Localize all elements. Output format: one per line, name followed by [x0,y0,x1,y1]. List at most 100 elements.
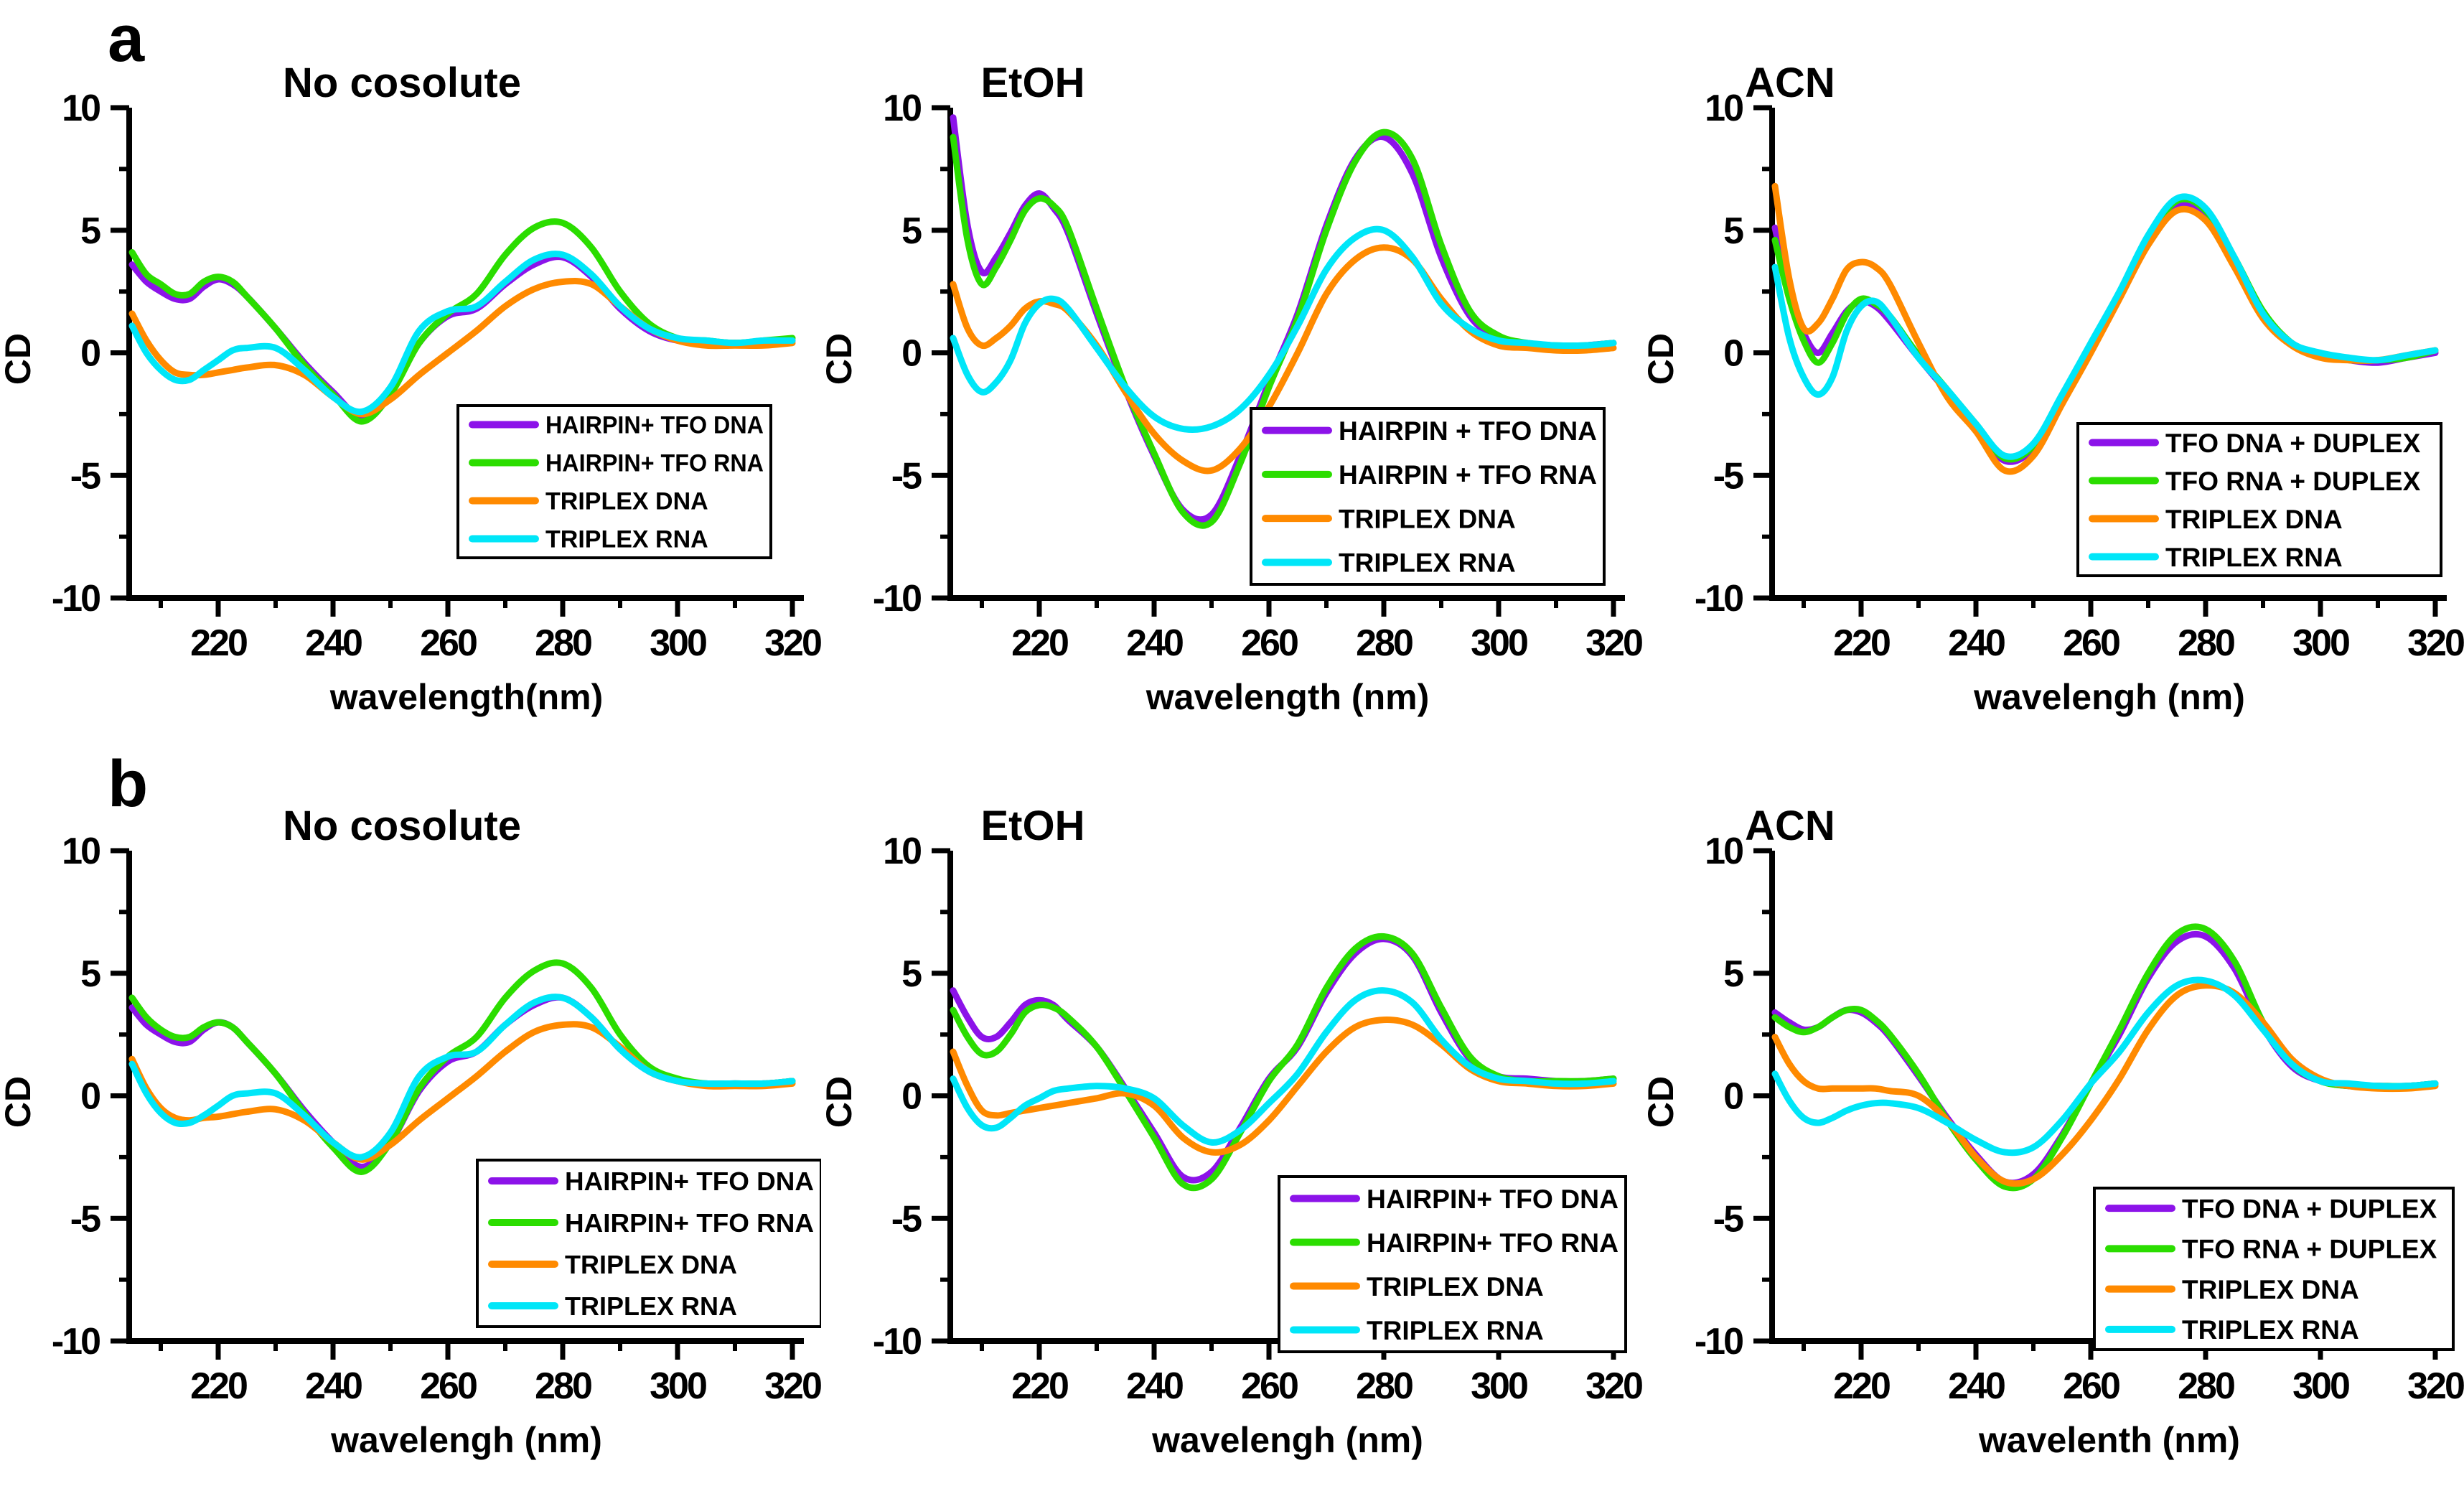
x-axis-label: wavelength (nm) [1146,677,1429,717]
y-tick-label: 0 [80,333,100,375]
y-tick-label: 0 [1723,1076,1743,1118]
y-tick-label: -10 [1695,578,1743,620]
legend-label: TFO RNA + DUPLEX [2182,1235,2437,1264]
x-tick-label: 240 [1948,1365,2005,1407]
legend-label: TRIPLEX DNA [1339,504,1516,533]
panel-label-b: b [108,747,149,821]
x-tick-label: 220 [190,1365,247,1407]
y-axis-label: CD [821,1076,859,1128]
x-tick-label: 300 [2292,622,2349,664]
legend-label: TRIPLEX DNA [2182,1275,2359,1304]
chart-title: EtOH [981,60,1085,106]
y-tick-label: -10 [52,1321,100,1363]
y-axis-label: CD [1643,1076,1681,1128]
x-tick-label: 260 [420,622,477,664]
legend-box [2076,422,2442,577]
legend-label: TFO DNA + DUPLEX [2182,1194,2437,1223]
legend: TFO DNA + DUPLEX TFO RNA + DUPLEX TRIPLEX… [2093,1187,2455,1351]
x-tick-label: 280 [2178,1365,2234,1407]
legend-box [2093,1187,2455,1351]
x-tick-label: 260 [1241,622,1298,664]
x-tick-label: 240 [1948,622,2005,664]
series-line-triplex-dna [950,244,1617,475]
x-tick-label: 300 [650,1365,706,1407]
series-line-triplex-rna [128,251,796,416]
x-tick-label: 280 [535,622,591,664]
y-tick-label: -10 [52,578,100,620]
x-tick-label: 320 [2407,622,2464,664]
legend: HAIRPIN+ TFO DNA HAIRPIN+ TFO RNA TRIPLEX … [456,404,772,559]
legend-label: HAIRPIN + TFO DNA [1339,416,1597,446]
x-axis-label: wavelenth (nm) [1978,1420,2240,1460]
legend-label: TRIPLEX RNA [565,1291,737,1321]
x-tick-label: 260 [2063,1365,2119,1407]
legend-label: TRIPLEX RNA [1367,1316,1544,1345]
y-tick-label: 5 [1723,953,1743,995]
legend-label: TRIPLEX DNA [1367,1272,1544,1302]
y-axis-label: CD [0,1076,38,1128]
series-line-hairpin-tfo-rna [950,128,1617,529]
y-tick-label: -5 [70,455,100,497]
legend-label: TFO RNA + DUPLEX [2165,467,2421,496]
y-tick-label: 5 [1723,210,1743,252]
y-tick-label: 5 [901,953,922,995]
series-line-tfo-rna-duplex [1771,923,2439,1192]
series-line-triplex-rna [1771,193,2439,460]
x-axis-label: wavelengh (nm) [1973,677,2245,717]
legend: HAIRPIN+ TFO DNA HAIRPIN+ TFO RNA TRIPLEX … [476,1159,821,1328]
chart-title: ACN [1745,803,1835,849]
cd-spectrum-plot: 220 240 260 280 300 320 10 5 0 -5 -10 No cosolute wa… [0,60,821,717]
y-tick-label: 0 [901,333,921,375]
legend-label: HAIRPIN+ TFO DNA [565,1167,814,1196]
y-tick-label: 0 [80,1076,100,1118]
legend-label: TRIPLEX DNA [2165,505,2343,534]
x-axis-label: wavelengh (nm) [330,1420,602,1460]
y-tick-label: -10 [1695,1321,1743,1363]
series-line-triplex-rna [950,225,1617,433]
x-tick-label: 280 [1356,1365,1413,1407]
y-tick-label: -5 [1713,1198,1743,1240]
x-tick-label: 280 [1356,622,1413,664]
chart-panel-a-acn: 220 240 260 280 300 320 10 5 0 -5 -10 ACN wavelengh … [1643,0,2464,743]
chart-panel-b-acn: 220 240 260 280 300 320 10 5 0 -5 -10 ACN wavelenth … [1643,743,2464,1486]
chart-panel-a-no-cosolute: 220 240 260 280 300 320 10 5 0 -5 -10 No cosolute wa… [0,0,821,743]
legend-label: HAIRPIN+ TFO DNA [545,412,764,439]
legend-box [1278,1175,1627,1353]
legend-label: TRIPLEX RNA [545,526,708,553]
legend-label: TRIPLEX DNA [545,488,708,515]
cd-spectrum-plot: 220 240 260 280 300 320 10 5 0 -5 -10 ACN wavelenth … [1643,803,2464,1460]
legend-label: TRIPLEX RNA [1339,548,1516,578]
chart-panel-b-etoh: 220 240 260 280 300 320 10 5 0 -5 -10 EtOH wavelengh… [821,743,1642,1486]
x-tick-label: 280 [535,1365,591,1407]
cd-spectrum-plot: 220 240 260 280 300 320 10 5 0 -5 -10 ACN wavelengh … [1643,60,2464,717]
chart-panel-b-no-cosolute: 220 240 260 280 300 320 10 5 0 -5 -10 No cosolute wa… [0,743,821,1486]
y-axis-label: CD [1643,333,1681,385]
x-tick-label: 280 [2178,622,2234,664]
x-tick-label: 220 [1011,1365,1068,1407]
legend-label: HAIRPIN+ TFO RNA [1367,1228,1619,1258]
x-tick-label: 220 [1833,622,1890,664]
cd-spectrum-plot: 220 240 260 280 300 320 10 5 0 -5 -10 EtOH wavelengt… [821,60,1642,717]
x-tick-label: 300 [1471,1365,1527,1407]
chart-panel-a-etoh: 220 240 260 280 300 320 10 5 0 -5 -10 EtOH wavelengt… [821,0,1642,743]
y-tick-label: 10 [1705,88,1743,129]
y-tick-label: 0 [901,1076,921,1118]
chart-title: ACN [1745,60,1835,106]
x-tick-label: 260 [420,1365,477,1407]
y-tick-label: 10 [883,88,921,129]
series-line-hairpin-tfo-rna [950,933,1617,1192]
series-line-triplex-rna [128,994,796,1161]
y-tick-label: 5 [901,210,922,252]
y-tick-label: 10 [62,88,100,129]
legend-label: TRIPLEX DNA [565,1250,737,1279]
chart-title: No cosolute [283,803,521,849]
legend-label: TFO DNA + DUPLEX [2165,429,2421,458]
x-tick-label: 220 [190,622,247,664]
x-tick-label: 260 [2063,622,2119,664]
y-tick-label: -5 [70,1198,100,1240]
x-tick-label: 320 [764,622,821,664]
legend-label: HAIRPIN+ TFO DNA [1367,1184,1619,1214]
x-tick-label: 300 [650,622,706,664]
series-line-triplex-dna [1771,982,2439,1187]
